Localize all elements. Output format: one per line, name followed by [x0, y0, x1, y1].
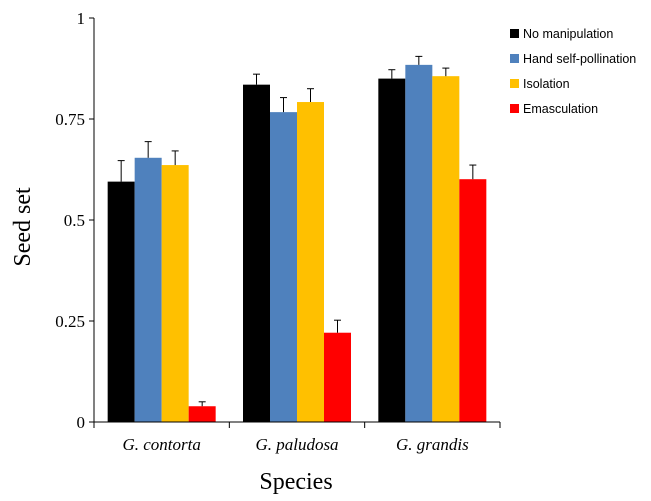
y-tick-label-0: 0 — [77, 413, 86, 432]
legend-label-3: Emasculation — [523, 102, 598, 116]
bar-1-0 — [134, 157, 162, 422]
legend-label-1: Hand self-pollination — [523, 52, 636, 66]
plot-area — [107, 55, 487, 423]
bar-0-2 — [378, 78, 406, 422]
x-tick-label-0: G. contorta — [122, 435, 200, 454]
legend: No manipulation Hand self-pollination Isol… — [510, 27, 636, 116]
bar-3-2 — [459, 179, 487, 422]
x-axis-title: Species — [259, 469, 332, 495]
y-axis-title: Seed set — [10, 187, 36, 267]
legend-swatch-2 — [510, 79, 519, 88]
bar-1-2 — [405, 64, 433, 422]
y-tick-label-1: 0.25 — [55, 312, 85, 331]
y-tick-label-3: 0.75 — [55, 110, 85, 129]
legend-label-2: Isolation — [523, 77, 570, 91]
y-tick-label-4: 1 — [77, 9, 86, 28]
bar-2-2 — [432, 76, 460, 423]
axes: 0 0.25 0.5 0.75 1 G. contorta G. paludosa G. gr… — [55, 9, 501, 454]
x-tick-label-1: G. paludosa — [255, 435, 338, 454]
bar-0-1 — [243, 84, 270, 422]
legend-swatch-3 — [510, 104, 519, 113]
bar-2-0 — [161, 165, 189, 422]
legend-label-0: No manipulation — [523, 27, 613, 41]
bar-0-0 — [107, 181, 135, 422]
legend-swatch-1 — [510, 54, 519, 63]
bar-3-1 — [324, 332, 351, 422]
bar-3-0 — [188, 406, 216, 422]
bar-1-1 — [270, 112, 297, 422]
bar-2-1 — [297, 102, 324, 423]
legend-swatch-0 — [510, 29, 519, 38]
x-tick-label-2: G. grandis — [396, 435, 469, 454]
y-tick-label-2: 0.5 — [64, 211, 85, 230]
